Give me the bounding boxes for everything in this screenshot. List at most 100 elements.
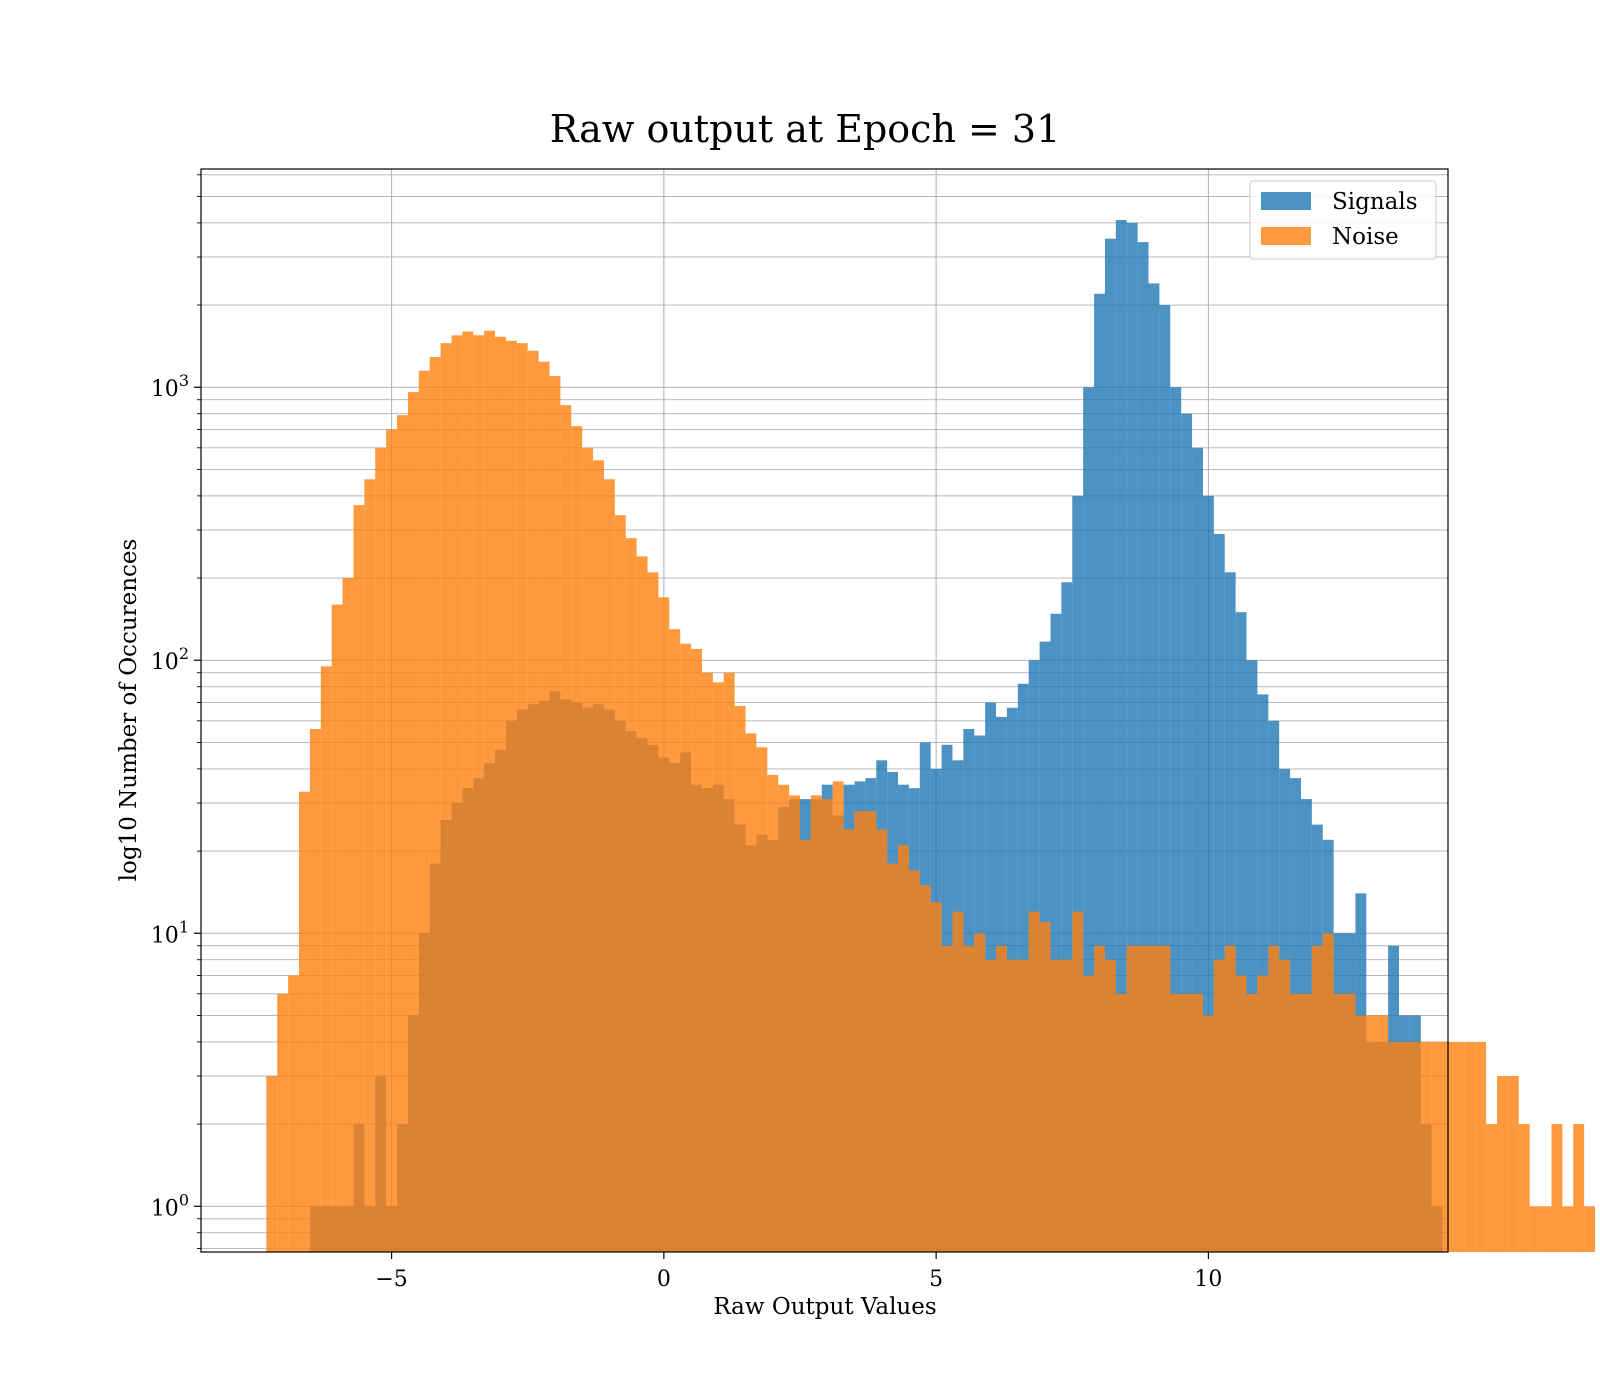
histogram-bar xyxy=(810,795,822,1252)
histogram-bar xyxy=(919,885,931,1252)
histogram-bar xyxy=(647,572,659,1252)
histogram-bar xyxy=(1104,959,1116,1252)
histogram-bar xyxy=(1584,1206,1596,1252)
histogram-bar xyxy=(418,370,430,1253)
histogram-bar xyxy=(963,945,975,1252)
histogram-bar xyxy=(941,945,953,1252)
histogram-bar xyxy=(1540,1206,1552,1252)
histogram-bar xyxy=(516,343,528,1252)
histogram-bar xyxy=(723,672,735,1252)
histogram-bar xyxy=(1202,1015,1214,1252)
histogram-bar xyxy=(1355,1015,1367,1252)
histogram-bar xyxy=(691,648,702,1252)
histogram-bar xyxy=(1290,993,1301,1252)
histogram-bar xyxy=(473,335,485,1253)
histogram-bar xyxy=(996,945,1007,1252)
histogram-bar xyxy=(288,975,300,1252)
histogram-bar xyxy=(843,829,855,1252)
histogram-bar xyxy=(1083,387,1095,1252)
histogram-bar xyxy=(1192,447,1203,1252)
histogram-bar xyxy=(1017,959,1029,1252)
histogram-bar xyxy=(407,392,419,1252)
histogram-bar xyxy=(1126,222,1138,1252)
legend: Signals Noise xyxy=(1249,180,1437,260)
histogram-bar xyxy=(1333,993,1345,1252)
histogram-bar xyxy=(320,666,332,1252)
histogram-bar xyxy=(669,629,681,1252)
histogram-bar xyxy=(1311,945,1323,1252)
histogram-bar xyxy=(549,375,561,1252)
histogram-bar xyxy=(386,429,398,1252)
histogram-bar xyxy=(1257,694,1269,1252)
legend-label: Signals xyxy=(1332,189,1418,215)
histogram-bar xyxy=(1366,1015,1378,1252)
histogram-bar xyxy=(778,784,790,1252)
histogram-bar xyxy=(505,340,517,1253)
histogram-bar xyxy=(974,933,986,1252)
histogram-bar xyxy=(1464,1041,1476,1252)
histogram-bar xyxy=(527,350,539,1252)
legend-label: Noise xyxy=(1332,224,1399,250)
histogram-bar xyxy=(734,705,746,1252)
histogram-bar xyxy=(593,460,604,1252)
histogram-bar xyxy=(1388,1041,1399,1252)
histogram-bar xyxy=(1137,242,1149,1252)
histogram-bar xyxy=(952,911,964,1252)
histogram-bar xyxy=(821,799,833,1252)
histogram-bar xyxy=(1192,993,1203,1252)
histogram-bars xyxy=(266,219,1596,1253)
series-noise xyxy=(266,330,1596,1253)
histogram-bar xyxy=(484,330,496,1252)
histogram-bar xyxy=(397,415,408,1252)
histogram-bar xyxy=(1181,993,1193,1252)
histogram-bar xyxy=(876,829,888,1252)
chart-title: Raw output at Epoch = 31 xyxy=(550,107,1061,151)
histogram-bar xyxy=(1072,911,1084,1252)
histogram-bar xyxy=(1224,945,1236,1252)
y-tick-label: 103 xyxy=(151,371,189,402)
histogram-bar xyxy=(603,479,615,1252)
histogram-bar xyxy=(375,447,387,1252)
histogram-bar xyxy=(636,556,648,1252)
histogram-bar xyxy=(745,733,757,1252)
histogram-bar xyxy=(898,845,909,1252)
histogram-bar xyxy=(1257,975,1269,1252)
axis-ticks: −5 0 5 10 100 101 102 103 xyxy=(151,174,1222,1292)
histogram-bar xyxy=(1246,660,1258,1252)
histogram-bar xyxy=(1322,933,1334,1252)
histogram-bar xyxy=(865,811,877,1252)
histogram-bar xyxy=(1279,959,1291,1252)
x-tick-label: 10 xyxy=(1194,1267,1222,1292)
histogram-bar xyxy=(1529,1206,1541,1252)
histogram-bar xyxy=(571,426,583,1252)
histogram-bar xyxy=(353,505,365,1253)
histogram-bar xyxy=(1497,1076,1508,1252)
histogram-bar xyxy=(429,357,441,1252)
histogram-bar xyxy=(1475,1041,1487,1252)
legend-swatch xyxy=(1261,192,1311,210)
histogram-bar xyxy=(582,447,594,1252)
histogram-bar xyxy=(1235,612,1247,1252)
histogram-bar xyxy=(658,597,670,1252)
histogram-bar xyxy=(1039,921,1051,1252)
y-tick-label: 100 xyxy=(151,1190,189,1221)
histogram-bar xyxy=(538,361,550,1253)
histogram-bar xyxy=(756,747,768,1252)
histogram-bar xyxy=(277,993,289,1252)
histogram-bar xyxy=(1431,1041,1443,1252)
histogram-bar xyxy=(266,1076,278,1252)
histogram-bar xyxy=(701,672,713,1252)
histogram-bar xyxy=(462,331,474,1253)
histogram-bar xyxy=(854,811,866,1252)
histogram-bar xyxy=(680,643,692,1252)
histogram-bar xyxy=(1050,959,1062,1252)
histogram-bar xyxy=(625,538,637,1252)
histogram-bar xyxy=(1573,1124,1585,1252)
histogram-bar xyxy=(1518,1124,1530,1252)
x-tick-label: 5 xyxy=(929,1267,943,1292)
histogram-bar xyxy=(1181,413,1193,1252)
histogram-bar xyxy=(789,795,800,1252)
histogram-bar xyxy=(985,959,997,1252)
histogram-bar xyxy=(1486,1124,1498,1252)
